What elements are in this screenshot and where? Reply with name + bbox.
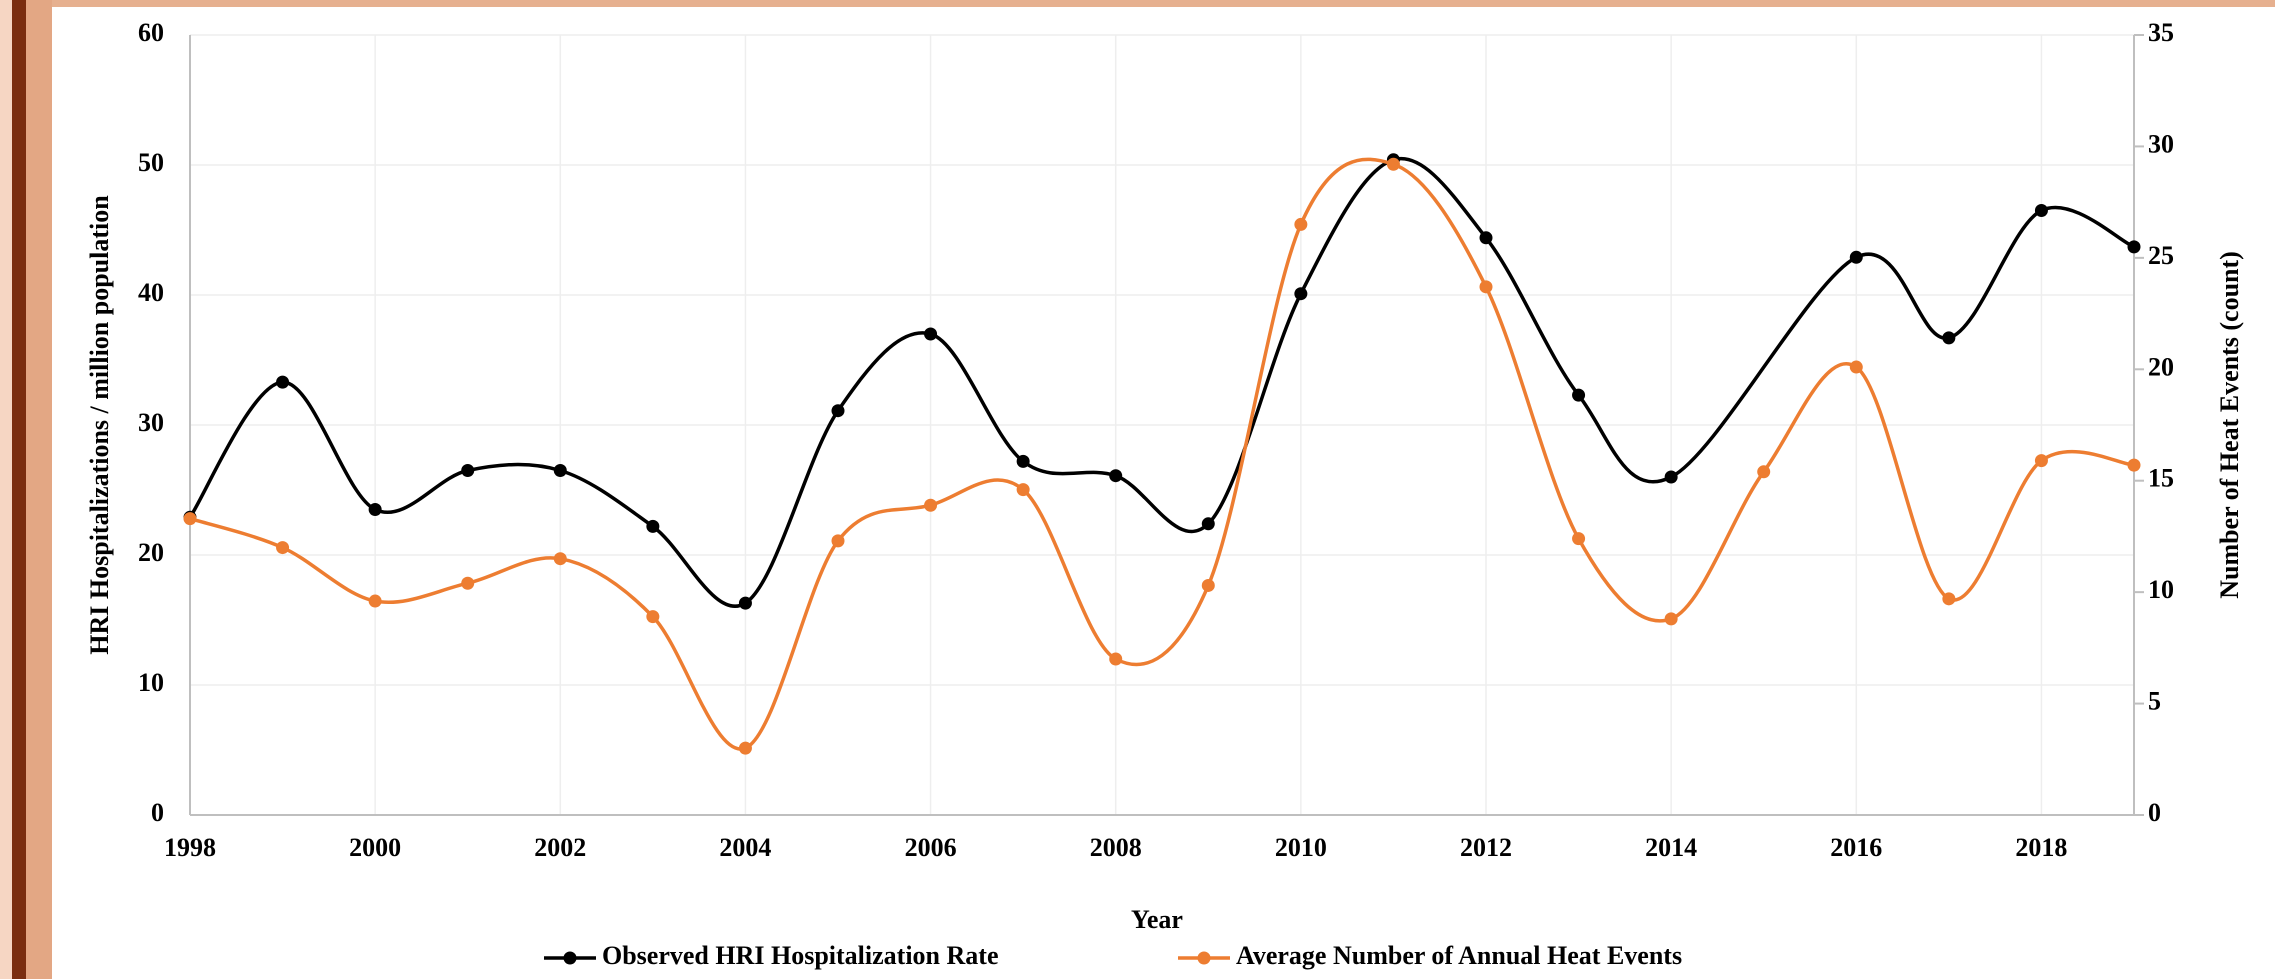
marker <box>2127 240 2141 254</box>
left-border-light <box>0 0 12 979</box>
marker <box>1942 331 1956 345</box>
marker <box>1849 250 1863 264</box>
y2-tick-label: 15 <box>2148 464 2174 493</box>
marker <box>1849 360 1863 374</box>
y-tick-label: 10 <box>138 668 164 697</box>
series-line <box>188 156 2135 608</box>
y-tick-label: 40 <box>138 278 164 307</box>
x-tick-label: 1998 <box>164 833 216 862</box>
legend-marker <box>563 951 577 965</box>
y2-tick-label: 10 <box>2148 575 2174 604</box>
marker <box>924 327 938 341</box>
marker <box>1016 454 1030 468</box>
marker <box>1664 612 1678 626</box>
marker <box>1572 532 1586 546</box>
marker <box>831 404 845 418</box>
marker <box>1386 157 1400 171</box>
marker <box>276 541 290 555</box>
y2-tick-label: 5 <box>2148 687 2161 716</box>
legend-label: Observed HRI Hospitalization Rate <box>602 941 999 970</box>
y-tick-label: 30 <box>138 408 164 437</box>
marker <box>738 596 752 610</box>
marker <box>1572 388 1586 402</box>
marker <box>1664 470 1678 484</box>
y2-tick-label: 0 <box>2148 798 2161 827</box>
marker <box>461 464 475 477</box>
x-tick-label: 2014 <box>1645 833 1697 862</box>
x-tick-label: 2004 <box>719 833 771 862</box>
y-tick-label: 0 <box>151 798 164 827</box>
legend-label: Average Number of Annual Heat Events <box>1236 941 1682 970</box>
marker <box>738 741 752 755</box>
y-tick-label: 20 <box>138 538 164 567</box>
marker <box>1109 469 1123 483</box>
marker <box>1294 217 1308 231</box>
marker <box>1016 483 1030 497</box>
series-line <box>189 157 2135 751</box>
y-axis-label: HRI Hospitalizations / million populatio… <box>85 195 114 655</box>
marker <box>1479 280 1493 294</box>
marker <box>183 512 197 526</box>
x-tick-label: 2012 <box>1460 833 1512 862</box>
marker <box>461 576 475 590</box>
x-tick-label: 2018 <box>2015 833 2067 862</box>
marker <box>1109 652 1123 666</box>
x-tick-label: 2002 <box>534 833 586 862</box>
legend-marker <box>1197 951 1211 965</box>
y-tick-label: 60 <box>138 18 164 47</box>
marker <box>1757 465 1771 479</box>
marker <box>276 375 290 389</box>
y2-axis-label: Number of Heat Events (count) <box>2215 251 2244 599</box>
x-tick-label: 2010 <box>1275 833 1327 862</box>
y-tick-label: 50 <box>138 148 164 177</box>
y2-tick-label: 20 <box>2148 352 2174 381</box>
marker <box>2034 204 2048 217</box>
x-tick-label: 2016 <box>1830 833 1882 862</box>
x-tick-label: 2008 <box>1090 833 1142 862</box>
left-border-dark <box>12 0 26 979</box>
marker <box>1201 578 1215 592</box>
y2-tick-label: 25 <box>2148 241 2174 270</box>
marker <box>368 594 382 608</box>
y2-tick-label: 30 <box>2148 129 2174 158</box>
marker <box>553 552 567 566</box>
x-axis-label: Year <box>1131 905 1183 934</box>
marker <box>646 610 660 624</box>
marker <box>553 464 567 477</box>
marker <box>1201 517 1215 531</box>
marker <box>1942 592 1956 606</box>
top-border <box>0 0 2275 7</box>
x-tick-label: 2006 <box>905 833 957 862</box>
marker <box>924 498 938 512</box>
marker <box>1294 287 1308 301</box>
y2-tick-label: 35 <box>2148 18 2174 47</box>
marker <box>831 534 845 548</box>
marker <box>646 519 660 533</box>
left-border <box>26 0 52 979</box>
x-tick-label: 2000 <box>349 833 401 862</box>
marker <box>368 503 382 516</box>
marker <box>1479 231 1493 245</box>
marker <box>2127 458 2141 472</box>
marker <box>2034 454 2048 468</box>
